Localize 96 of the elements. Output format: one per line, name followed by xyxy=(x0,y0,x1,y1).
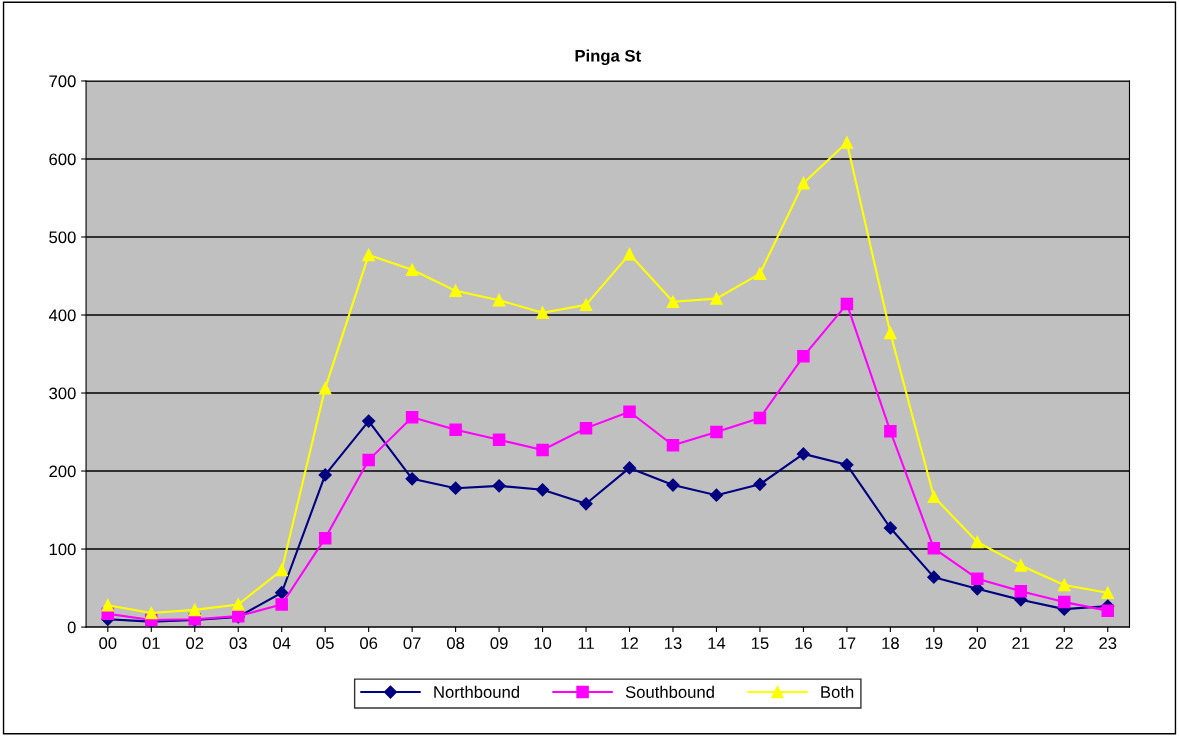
point xyxy=(1101,586,1114,599)
point xyxy=(710,425,723,439)
x-tick-label: 17 xyxy=(838,637,856,649)
x-tick-label: 07 xyxy=(403,637,421,650)
point xyxy=(362,453,375,467)
x-tick-label: 20 xyxy=(968,637,986,650)
y-tick-label: 400 xyxy=(48,309,76,322)
point xyxy=(492,433,506,447)
point xyxy=(449,423,462,436)
point xyxy=(796,447,811,461)
point xyxy=(666,295,680,308)
legend-label: Northbound xyxy=(434,685,519,698)
point xyxy=(188,603,202,617)
y-tick-label: 300 xyxy=(49,387,76,400)
point xyxy=(275,598,288,611)
point xyxy=(362,248,375,262)
point xyxy=(231,598,245,611)
x-tick-label: 19 xyxy=(925,637,943,650)
x-tick-label: 11 xyxy=(578,637,594,649)
x-tick-label: 15 xyxy=(751,637,769,650)
point xyxy=(1014,584,1028,598)
point xyxy=(535,483,550,497)
point xyxy=(666,439,680,452)
y-tick-label: 500 xyxy=(49,231,76,244)
point xyxy=(1058,578,1071,592)
point xyxy=(275,563,288,577)
point xyxy=(579,421,593,435)
point xyxy=(753,267,767,280)
point xyxy=(449,284,462,298)
point xyxy=(797,176,810,190)
point xyxy=(840,458,854,472)
point xyxy=(884,425,897,438)
point xyxy=(840,136,854,149)
point xyxy=(405,472,419,486)
x-tick-label: 16 xyxy=(795,637,812,650)
legend-label: Both xyxy=(821,685,854,698)
point xyxy=(666,478,680,492)
legend-label: Southbound xyxy=(625,685,714,698)
y-tick-label: 0 xyxy=(67,621,76,634)
point xyxy=(797,350,810,363)
x-tick-label: 06 xyxy=(360,637,378,650)
point xyxy=(579,497,593,511)
y-tick-label: 100 xyxy=(49,543,76,556)
y-tick-label: 200 xyxy=(49,465,76,478)
point xyxy=(883,521,897,535)
point xyxy=(927,542,941,555)
y-tick-label: 700 xyxy=(49,75,76,88)
x-tick-label: 08 xyxy=(446,637,465,650)
point xyxy=(710,292,723,305)
chart-title: Pinga St xyxy=(575,49,641,66)
point xyxy=(709,488,724,502)
point xyxy=(405,263,419,277)
x-tick-label: 10 xyxy=(534,637,552,650)
point xyxy=(971,535,984,549)
point xyxy=(927,490,941,504)
x-tick-label: 03 xyxy=(229,637,247,650)
point xyxy=(971,572,984,585)
point xyxy=(145,606,158,620)
point xyxy=(318,531,332,545)
point xyxy=(318,468,332,482)
point xyxy=(536,306,549,319)
point xyxy=(623,405,636,418)
point xyxy=(492,479,506,493)
point xyxy=(927,570,941,584)
x-tick-label: 18 xyxy=(882,637,899,650)
point xyxy=(492,293,506,307)
x-tick-label: 02 xyxy=(186,637,204,650)
point xyxy=(275,586,289,600)
x-tick-label: 04 xyxy=(273,637,291,650)
point xyxy=(1058,595,1071,609)
point xyxy=(623,247,636,261)
point xyxy=(536,443,549,457)
point xyxy=(579,298,593,312)
x-tick-label: 23 xyxy=(1099,637,1117,650)
point xyxy=(101,598,115,612)
x-tick-label: 21 xyxy=(1012,637,1030,649)
point xyxy=(753,411,767,425)
x-tick-label: 09 xyxy=(490,637,508,650)
point xyxy=(753,477,767,491)
point xyxy=(1101,604,1114,617)
y-tick-label: 600 xyxy=(49,153,76,166)
point xyxy=(362,414,376,428)
point xyxy=(318,382,332,395)
point xyxy=(840,297,854,311)
point xyxy=(622,461,637,475)
x-tick-label: 05 xyxy=(316,637,334,650)
point xyxy=(1014,559,1028,572)
point xyxy=(449,481,463,495)
x-tick-label: 22 xyxy=(1055,637,1073,649)
point xyxy=(405,410,419,424)
x-tick-label: 13 xyxy=(664,637,682,650)
x-tick-label: 12 xyxy=(621,637,638,649)
x-tick-label: 14 xyxy=(708,637,726,649)
x-tick-label: 01 xyxy=(142,637,160,650)
point xyxy=(884,326,897,340)
x-tick-label: 00 xyxy=(99,637,117,650)
